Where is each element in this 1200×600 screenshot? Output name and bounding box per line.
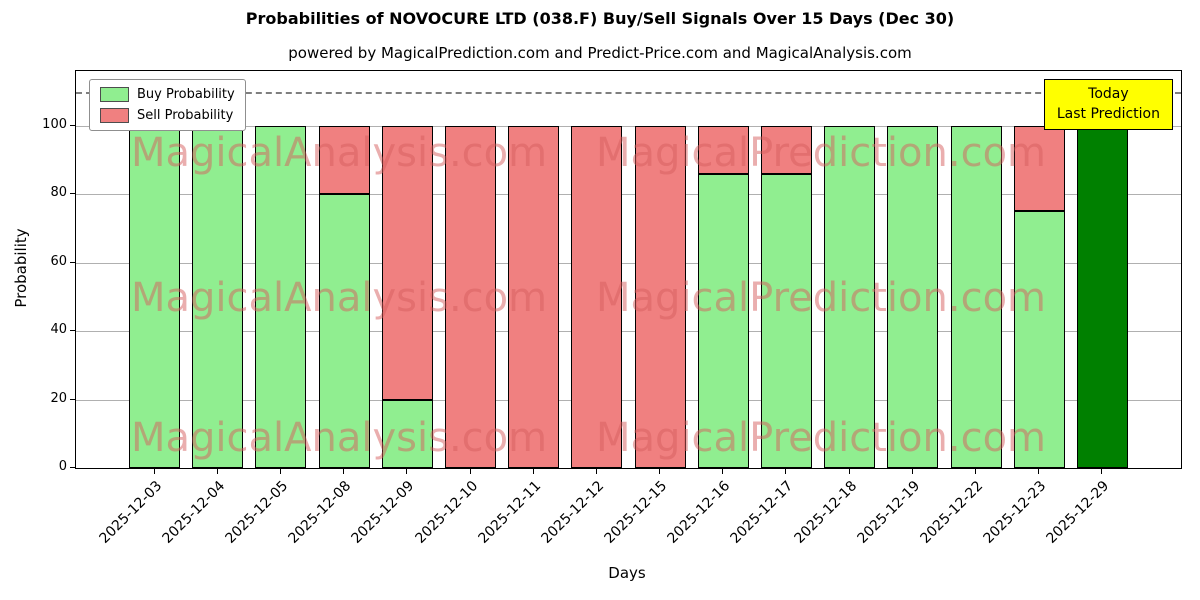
today-annotation: Today Last Prediction [1043, 79, 1173, 130]
x-tick-mark [659, 469, 661, 474]
x-tick-mark [595, 469, 597, 474]
x-tick-label: 2025-12-23 [980, 478, 1050, 547]
gridline [76, 194, 1181, 196]
legend-item-sell: Sell Probability [100, 108, 235, 123]
sell-bar-segment [1013, 125, 1065, 212]
buy-bar-segment [129, 125, 181, 468]
x-tick-mark [532, 469, 534, 474]
sell-bar-segment [697, 125, 749, 174]
x-tick-mark [848, 469, 850, 474]
x-tick-mark [153, 469, 155, 474]
x-tick-mark [469, 469, 471, 474]
sell-bar-segment [381, 125, 433, 400]
buy-bar-segment [950, 125, 1002, 468]
gridline [76, 399, 1181, 401]
buy-probability-swatch [100, 87, 129, 102]
x-tick-label: 2025-12-12 [538, 478, 608, 547]
buy-bar-segment [192, 125, 244, 468]
y-tick-label: 60 [50, 253, 67, 269]
x-tick-mark [1101, 469, 1103, 474]
y-tick-mark [70, 398, 75, 400]
x-tick-label: 2025-12-04 [159, 478, 229, 547]
sell-bar-segment [571, 125, 623, 468]
buy-bar-segment [318, 194, 370, 468]
y-tick-label: 100 [42, 116, 67, 132]
chart-subtitle: powered by MagicalPrediction.com and Pre… [288, 44, 912, 62]
sell-bar-segment [445, 125, 497, 468]
buy-bar-segment [697, 173, 749, 468]
x-tick-label: 2025-12-17 [727, 478, 797, 547]
buy-bar-segment [1013, 211, 1065, 468]
chart-title: Probabilities of NOVOCURE LTD (038.F) Bu… [245, 9, 955, 28]
y-tick-label: 0 [58, 459, 67, 474]
sell-bar-segment [634, 125, 686, 468]
threshold-dashed-line [76, 91, 1181, 94]
gridline [76, 125, 1181, 127]
buy-bar-segment [760, 173, 812, 468]
buy-bar-segment [255, 125, 307, 468]
x-tick-label: 2025-12-10 [411, 478, 481, 547]
legend-buy-label: Buy Probability [137, 87, 235, 102]
sell-bar-segment [318, 125, 370, 195]
x-tick-mark [343, 469, 345, 474]
sell-probability-swatch [100, 108, 129, 123]
x-tick-label: 2025-12-05 [222, 478, 292, 547]
x-tick-label: 2025-12-29 [1043, 478, 1113, 547]
x-tick-label: 2025-12-11 [475, 478, 545, 547]
y-tick-label: 20 [50, 390, 67, 406]
buy-bar-segment [824, 125, 876, 468]
y-tick-mark [70, 193, 75, 195]
legend: Buy Probability Sell Probability [89, 79, 246, 131]
x-tick-mark [722, 469, 724, 474]
x-tick-mark [911, 469, 913, 474]
x-tick-mark [216, 469, 218, 474]
buy-bar-segment [381, 399, 433, 468]
x-axis-label: Days [608, 564, 646, 582]
y-tick-label: 80 [50, 185, 67, 201]
today-bar [1076, 125, 1128, 468]
y-tick-mark [70, 467, 75, 468]
annotation-today-line: Today [1088, 86, 1129, 102]
y-tick-label: 40 [50, 322, 67, 338]
x-tick-label: 2025-12-03 [96, 478, 165, 547]
x-tick-label: 2025-12-09 [348, 478, 418, 547]
y-tick-mark [70, 330, 75, 332]
x-tick-label: 2025-12-19 [854, 478, 924, 547]
x-tick-label: 2025-12-18 [791, 478, 860, 547]
annotation-last-prediction-line: Last Prediction [1056, 106, 1160, 123]
x-tick-mark [975, 469, 977, 474]
x-tick-mark [1038, 469, 1040, 474]
buy-bar-segment [887, 125, 939, 468]
plot-area: Buy Probability Sell Probability Today L… [75, 70, 1182, 469]
x-tick-mark [785, 469, 787, 474]
legend-sell-label: Sell Probability [137, 108, 234, 123]
sell-bar-segment [508, 125, 560, 468]
legend-item-buy: Buy Probability [100, 87, 235, 102]
y-tick-mark [70, 124, 75, 126]
sell-bar-segment [760, 125, 812, 174]
x-tick-mark [406, 469, 408, 474]
x-tick-label: 2025-12-16 [664, 478, 734, 547]
x-tick-label: 2025-12-08 [285, 478, 355, 547]
x-tick-label: 2025-12-22 [917, 478, 987, 547]
y-tick-mark [70, 261, 75, 263]
gridline [76, 331, 1181, 333]
x-tick-mark [279, 469, 281, 474]
gridline [76, 262, 1181, 264]
